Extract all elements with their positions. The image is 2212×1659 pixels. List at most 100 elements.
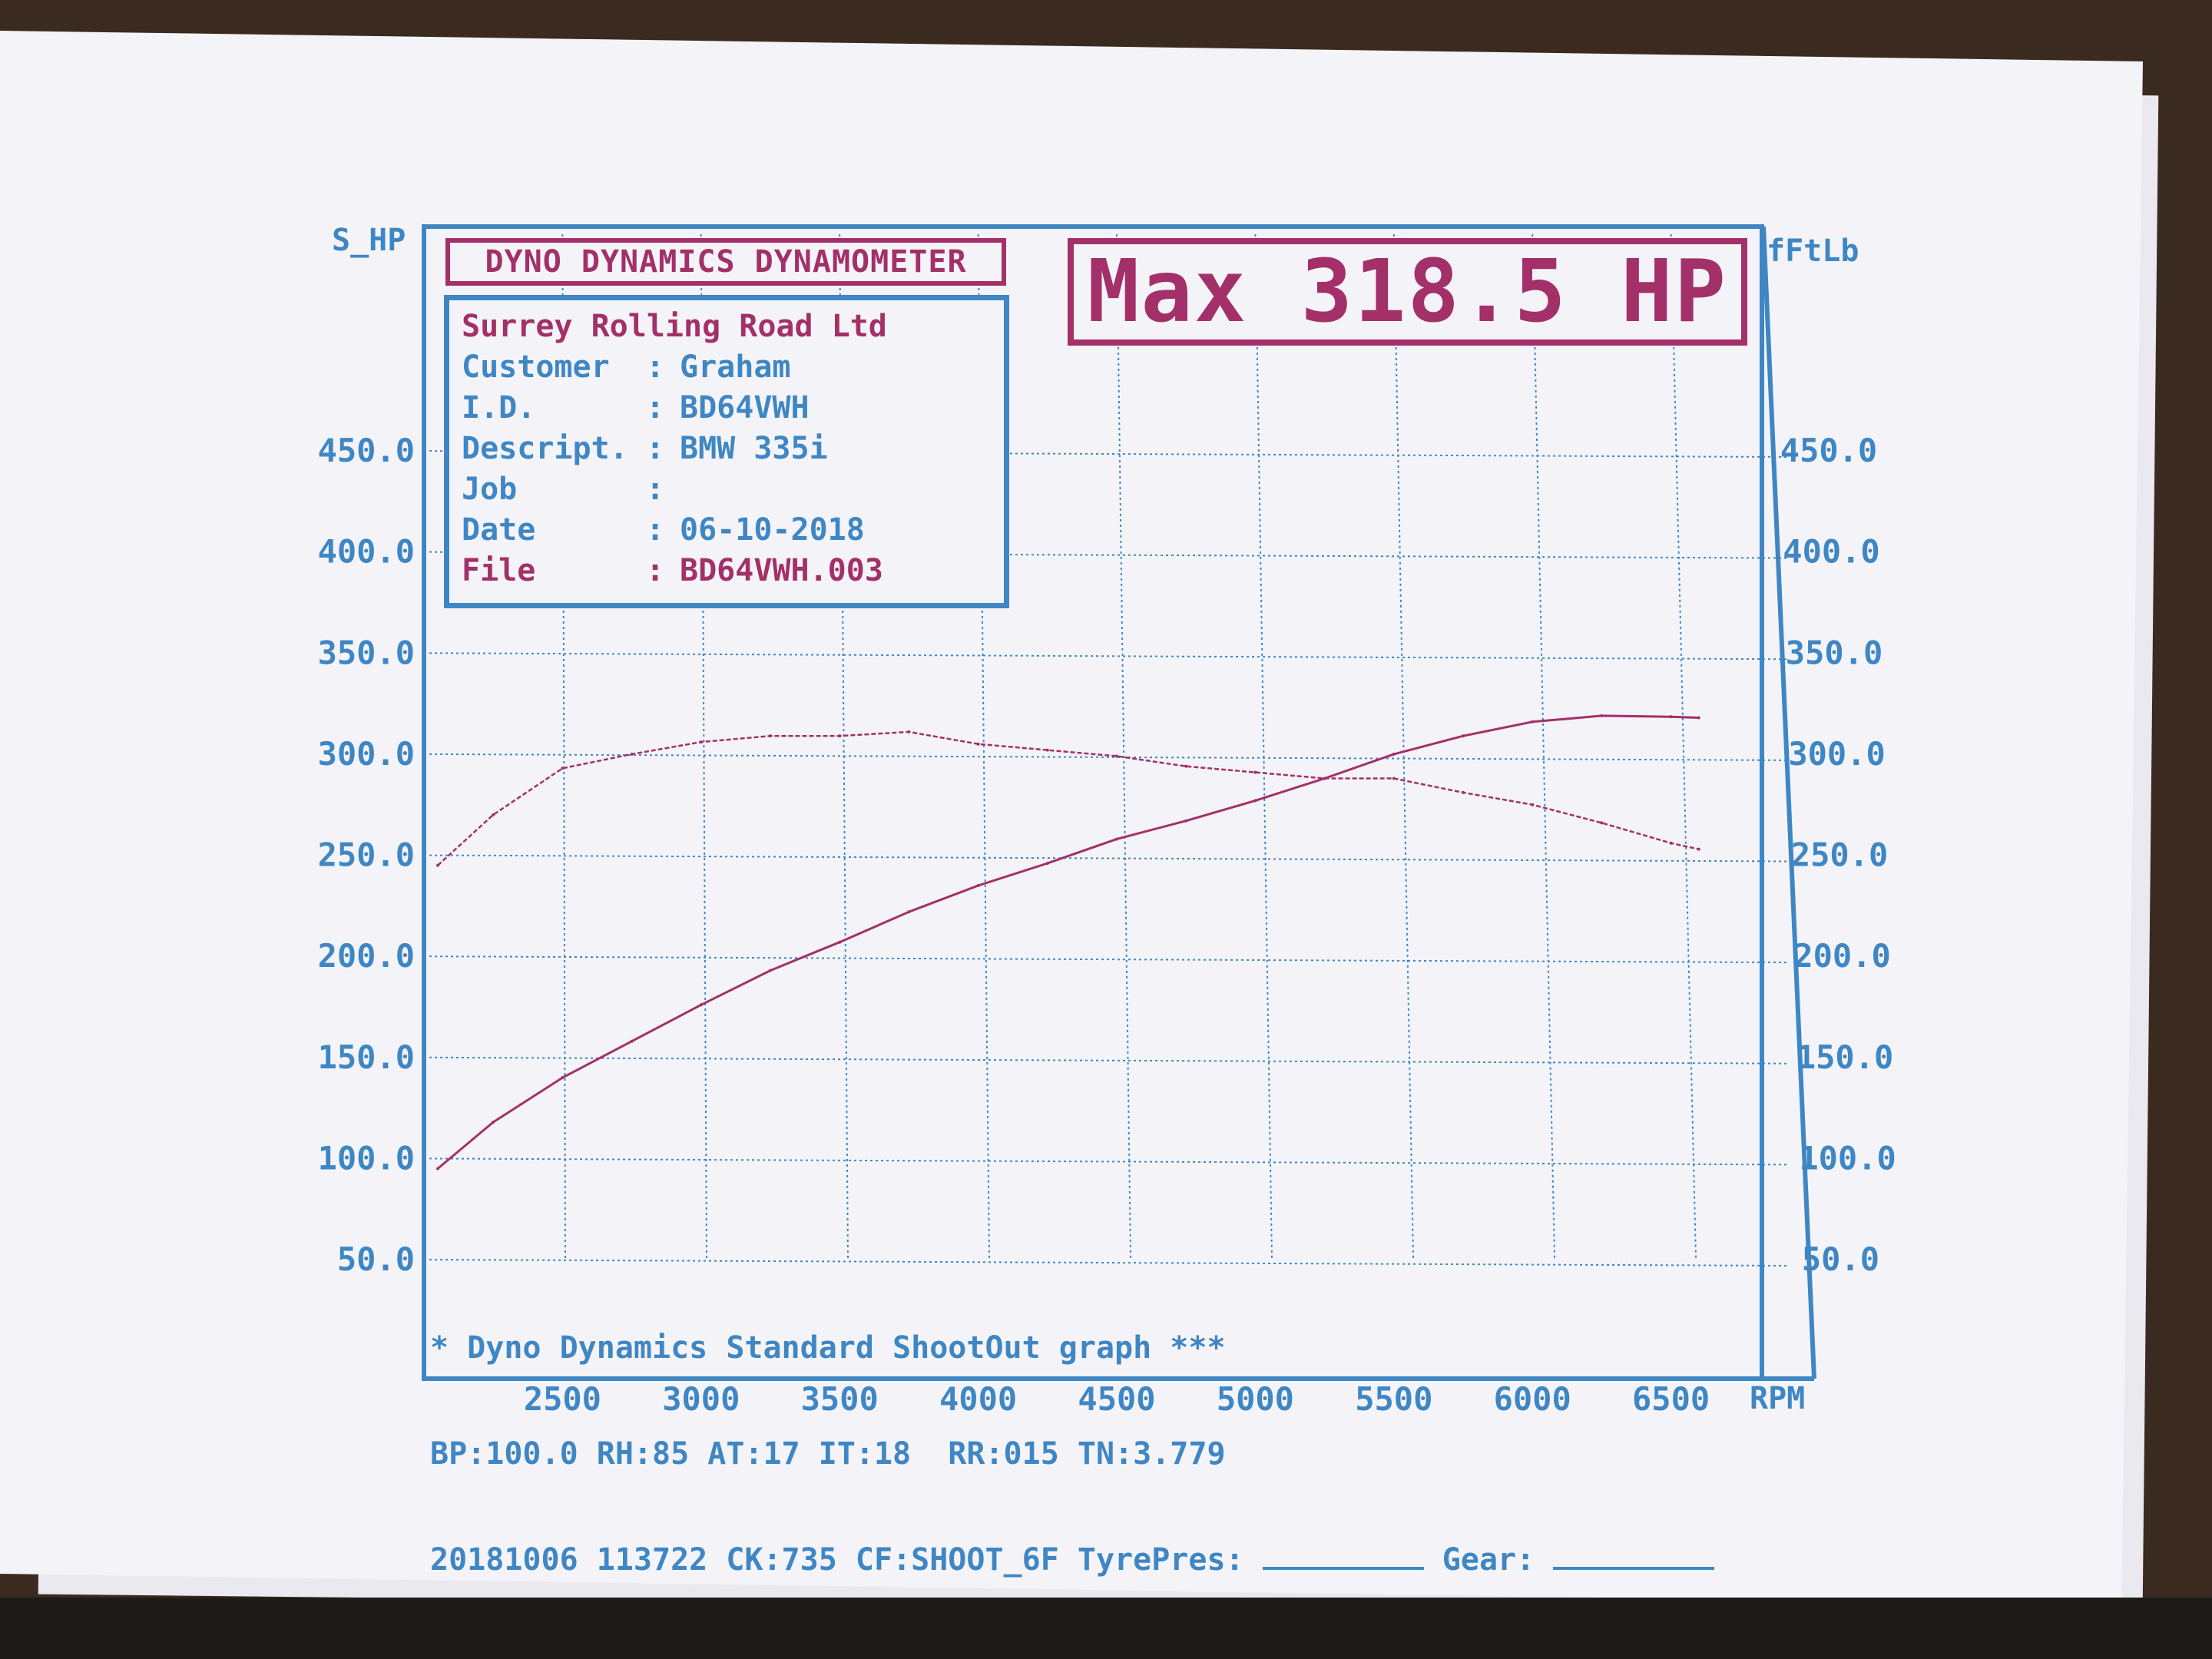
data-point — [1392, 777, 1396, 780]
data-point — [561, 767, 565, 770]
company-name: Surrey Rolling Road Ltd — [462, 309, 887, 344]
data-point — [1253, 770, 1257, 774]
data-point — [1531, 803, 1535, 806]
y-tick-label-right: 350.0 — [1786, 634, 1883, 671]
info-value: 06-10-2018 — [680, 512, 865, 548]
data-point — [1697, 847, 1700, 851]
y-tick-label-left: 350.0 — [318, 634, 415, 671]
x-tick-label: 3500 — [801, 1380, 879, 1418]
y-axis-right-label: fFtLb — [1767, 233, 1859, 269]
y-tick-label-right: 100.0 — [1799, 1139, 1896, 1177]
info-panel: Surrey Rolling Road Ltd Customer: Graham … — [444, 295, 1009, 608]
y-tick-label-left: 200.0 — [318, 937, 415, 975]
grid-line-vertical — [1532, 233, 1556, 1260]
y-tick-label-left: 150.0 — [318, 1038, 415, 1076]
x-tick-label: 6000 — [1494, 1380, 1571, 1418]
info-key: Descript. — [462, 431, 628, 466]
info-value: BD64VWH.003 — [680, 553, 883, 588]
grid-line-horizontal — [423, 1157, 1790, 1166]
grid-line-vertical — [977, 233, 991, 1260]
info-row-file: File: BD64VWH.003 — [462, 551, 992, 591]
grid-line-vertical — [561, 233, 567, 1260]
y-tick-label-left: 50.0 — [337, 1240, 415, 1278]
max-power-readout: Max 318.5 HP — [1068, 238, 1747, 346]
x-tick-label: 3000 — [662, 1380, 740, 1418]
y-tick-label-left: 300.0 — [318, 735, 415, 773]
data-point — [1697, 716, 1700, 720]
data-point — [1184, 819, 1188, 823]
y-tick-label-right: 150.0 — [1796, 1038, 1893, 1076]
x-tick-label: 5000 — [1217, 1380, 1294, 1418]
grid-line-horizontal — [423, 955, 1790, 964]
data-point — [561, 1076, 565, 1080]
y-tick-label-right: 300.0 — [1788, 735, 1885, 773]
y-tick-label-right: 200.0 — [1793, 937, 1890, 975]
grid-line-horizontal — [423, 1259, 1790, 1267]
data-point — [838, 734, 842, 738]
dyno-title: DYNO DYNAMICS DYNAMOMETER — [445, 238, 1006, 286]
data-point — [1045, 862, 1049, 866]
data-point — [1115, 754, 1118, 758]
data-point — [1531, 720, 1535, 724]
info-key: Customer — [462, 349, 610, 385]
y-tick-label-right: 250.0 — [1791, 836, 1888, 874]
data-point — [1115, 837, 1118, 841]
data-point — [1184, 764, 1188, 768]
x-tick-label: 2500 — [524, 1380, 601, 1418]
y-tick-label-left: 400.0 — [318, 533, 415, 571]
data-point — [976, 742, 980, 746]
info-value: BMW 335i — [680, 431, 828, 466]
tyre-pressure-blank — [1262, 1544, 1424, 1570]
gear-label: Gear: — [1442, 1542, 1535, 1578]
data-point — [1323, 777, 1326, 780]
info-key: Job — [462, 472, 518, 507]
y-tick-label-right: 50.0 — [1802, 1240, 1879, 1278]
grid-line-vertical — [1670, 233, 1697, 1260]
info-row-customer: Customer: Graham — [462, 347, 992, 388]
info-row-job: Job: — [462, 469, 992, 510]
info-row-id: I.D.: BD64VWH — [462, 388, 992, 429]
info-separator: : — [646, 553, 665, 588]
info-separator: : — [646, 472, 665, 507]
info-row-date: Date:06-10-2018 — [462, 510, 992, 551]
info-value: BD64VWH — [680, 390, 810, 426]
info-key: File — [462, 553, 536, 588]
x-tick-label: 4000 — [939, 1380, 1017, 1418]
data-point — [699, 740, 703, 744]
footer-line-1: * Dyno Dynamics Standard ShootOut graph … — [430, 1330, 1226, 1366]
y-tick-label-left: 450.0 — [318, 432, 415, 469]
data-point — [699, 1003, 703, 1007]
info-separator: : — [646, 390, 665, 426]
data-point — [907, 910, 911, 914]
info-separator: : — [646, 431, 665, 466]
footer-line-3-text: 20181006 113722 CK:735 CF:SHOOT_6F TyreP… — [430, 1542, 1244, 1578]
grid-line-horizontal — [423, 753, 1790, 761]
grid-line-vertical — [1116, 233, 1132, 1260]
data-point — [769, 734, 772, 738]
data-point — [492, 1120, 495, 1124]
data-point — [1669, 841, 1673, 845]
grid-line-vertical — [1254, 233, 1273, 1260]
info-value: Graham — [680, 349, 791, 385]
footer-line-2: BP:100.0 RH:85 AT:17 IT:18 RR:015 TN:3.7… — [430, 1436, 1226, 1472]
x-tick-label: 6500 — [1632, 1380, 1710, 1418]
run-conditions-footer: * Dyno Dynamics Standard ShootOut graph … — [430, 1260, 1813, 1613]
data-point — [630, 752, 634, 756]
y-tick-label-right: 450.0 — [1780, 432, 1877, 469]
data-point — [436, 1167, 440, 1171]
y-tick-label-left: 100.0 — [318, 1139, 415, 1177]
data-point — [1462, 790, 1465, 794]
grid-line-horizontal — [423, 652, 1790, 661]
floor-background — [0, 1598, 2212, 1659]
grid-line-vertical — [700, 233, 708, 1260]
data-point — [436, 863, 440, 867]
data-point — [769, 969, 772, 972]
y-tick-label-left: 250.0 — [318, 836, 415, 874]
data-point — [1253, 799, 1257, 803]
gear-blank — [1553, 1544, 1715, 1570]
x-tick-label: 4500 — [1078, 1380, 1155, 1418]
info-key: I.D. — [462, 390, 536, 426]
data-point — [907, 730, 911, 733]
data-point — [976, 883, 980, 887]
